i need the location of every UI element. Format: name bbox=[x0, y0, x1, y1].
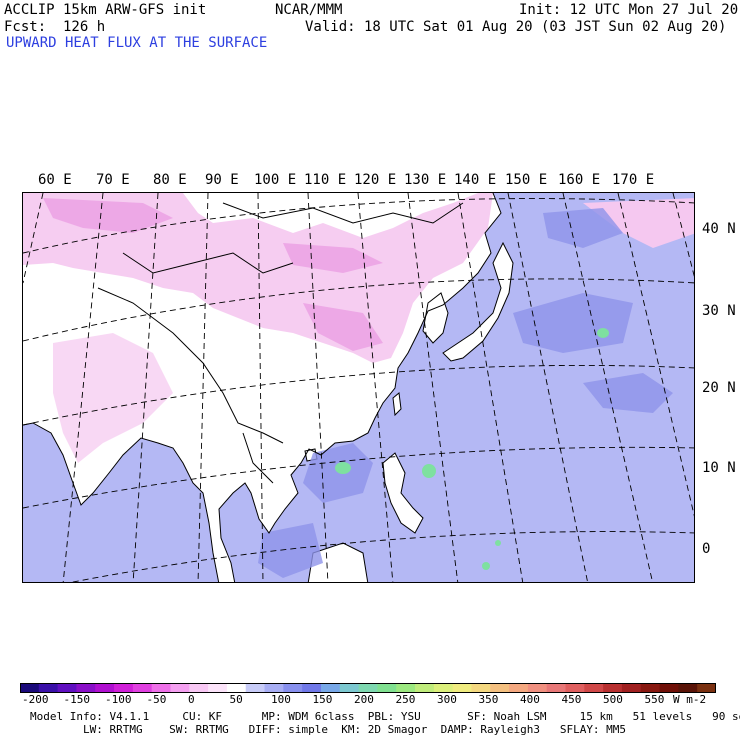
colorbar-tick-label: 100 bbox=[271, 693, 291, 706]
flux-high-spot bbox=[482, 562, 490, 570]
colorbar-tick-label: -50 bbox=[146, 693, 167, 706]
lon-label: 160 E bbox=[558, 172, 601, 188]
colorbar-swatch bbox=[565, 683, 585, 693]
lon-label: 60 E bbox=[38, 172, 72, 188]
organization-label: NCAR/MMM bbox=[275, 2, 343, 18]
colorbar-tick-label: 550 bbox=[644, 693, 665, 706]
colorbar-tick-label: 0 bbox=[188, 693, 195, 706]
lon-label: 120 E bbox=[354, 172, 397, 188]
colorbar-swatch bbox=[452, 683, 472, 693]
colorbar-swatch bbox=[114, 683, 134, 693]
land-negative-flux-strong bbox=[43, 198, 383, 351]
lat-label: 20 N bbox=[702, 380, 736, 396]
colorbar-swatch bbox=[471, 683, 491, 693]
colorbar-swatch bbox=[76, 683, 96, 693]
colorbar-swatch bbox=[546, 683, 567, 693]
colorbar-swatch bbox=[377, 683, 397, 693]
model-title: ACCLIP 15km ARW-GFS init bbox=[4, 2, 207, 18]
colorbar-swatch bbox=[95, 683, 115, 693]
flux-high-spot bbox=[495, 540, 501, 546]
colorbar-tick-label: 50 bbox=[229, 693, 243, 706]
colorbar-tick-label: -100 bbox=[105, 693, 132, 706]
colorbar-swatch bbox=[603, 683, 623, 693]
northeast-negative-flux bbox=[583, 198, 694, 248]
colorbar-tick-label: 400 bbox=[520, 693, 540, 706]
colorbar-swatch bbox=[527, 683, 548, 693]
colorbar-swatch bbox=[264, 683, 284, 693]
borneo-island bbox=[307, 542, 369, 582]
lon-label: 150 E bbox=[505, 172, 548, 188]
colorbar-tick-label: 150 bbox=[312, 693, 333, 706]
colorbar-swatch bbox=[640, 683, 661, 693]
taiwan-island bbox=[392, 392, 402, 417]
lat-label: 0 bbox=[702, 541, 711, 557]
colorbar-swatch bbox=[245, 683, 266, 693]
colorbar-swatch bbox=[339, 683, 360, 693]
coastlines-borders bbox=[23, 193, 502, 582]
colorbar-swatch bbox=[132, 683, 153, 693]
philippines-islands bbox=[382, 452, 424, 534]
colorbar-swatch bbox=[170, 683, 190, 693]
colorbar-tick-label: 450 bbox=[561, 693, 582, 706]
ocean-flux-patches bbox=[258, 208, 673, 578]
lon-label: 70 E bbox=[96, 172, 130, 188]
colorbar-swatch bbox=[509, 683, 529, 693]
flux-high-spot bbox=[422, 464, 436, 478]
lon-label: 80 E bbox=[153, 172, 187, 188]
init-time: Init: 12 UTC Mon 27 Jul 20 bbox=[519, 2, 739, 18]
colorbar-tick-label: 200 bbox=[354, 693, 374, 706]
lat-label: 30 N bbox=[702, 303, 736, 319]
colorbar-swatch bbox=[20, 683, 40, 693]
colorbar-swatch bbox=[621, 683, 642, 693]
colorbar-tick-label: -150 bbox=[63, 693, 91, 706]
colorbar-swatch bbox=[415, 683, 435, 693]
colorbar-swatch bbox=[659, 683, 679, 693]
colorbar bbox=[20, 683, 716, 693]
colorbar-swatch bbox=[283, 683, 303, 693]
colorbar-swatch bbox=[358, 683, 378, 693]
graticule bbox=[23, 193, 694, 582]
colorbar-swatch bbox=[151, 683, 171, 693]
colorbar-tick-label: 300 bbox=[437, 693, 457, 706]
colorbar-swatch bbox=[302, 683, 322, 693]
map-svg bbox=[23, 193, 694, 582]
valid-time: Valid: 18 UTC Sat 01 Aug 20 (03 JST Sun … bbox=[305, 19, 727, 35]
lon-label: 140 E bbox=[454, 172, 497, 188]
india-negative-flux bbox=[53, 333, 173, 463]
flux-high-spot bbox=[335, 462, 351, 474]
colorbar-tick-label: 500 bbox=[603, 693, 623, 706]
colorbar-swatch bbox=[320, 683, 341, 693]
flux-high-spot bbox=[597, 328, 609, 338]
colorbar-unit: W m-2 bbox=[673, 693, 707, 706]
model-info-line1: Model Info: V4.1.1 CU: KF MP: WDM 6class… bbox=[30, 710, 740, 723]
map-panel bbox=[22, 192, 695, 583]
colorbar-tick-label: -200 bbox=[22, 693, 49, 706]
land-negative-flux bbox=[23, 193, 493, 363]
colorbar-swatch bbox=[490, 683, 510, 693]
colorbar-swatch bbox=[433, 683, 454, 693]
lon-label: 100 E bbox=[254, 172, 297, 188]
lon-label: 130 E bbox=[404, 172, 447, 188]
lat-label: 40 N bbox=[702, 221, 736, 237]
lon-label: 110 E bbox=[304, 172, 347, 188]
colorbar-swatch bbox=[38, 683, 59, 693]
lon-label: 90 E bbox=[205, 172, 239, 188]
colorbar-swatch bbox=[189, 683, 209, 693]
japan-islands bbox=[442, 241, 514, 362]
lat-label: 10 N bbox=[702, 460, 736, 476]
field-title: UPWARD HEAT FLUX AT THE SURFACE bbox=[6, 35, 268, 51]
colorbar-swatch bbox=[396, 683, 416, 693]
colorbar-tick-label: 250 bbox=[395, 693, 416, 706]
colorbar-swatch bbox=[584, 683, 604, 693]
colorbar-swatch bbox=[208, 683, 228, 693]
colorbar-border bbox=[20, 683, 716, 693]
forecast-hour: Fcst: 126 h bbox=[4, 19, 106, 35]
colorbar-swatch bbox=[57, 683, 77, 693]
colorbar-swatch bbox=[697, 683, 716, 693]
colorbar-tick-label: 350 bbox=[478, 693, 499, 706]
model-info-line2: LW: RRTMG SW: RRTMG DIFF: simple KM: 2D … bbox=[83, 723, 627, 736]
colorbar-swatch bbox=[226, 683, 247, 693]
colorbar-swatch bbox=[678, 683, 698, 693]
lon-label: 170 E bbox=[612, 172, 655, 188]
